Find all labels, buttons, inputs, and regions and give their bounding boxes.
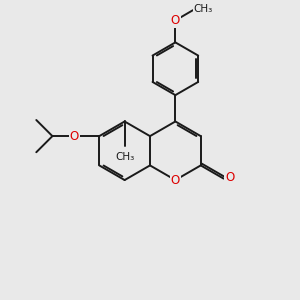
Text: CH₃: CH₃: [194, 4, 213, 14]
Text: O: O: [171, 14, 180, 27]
Text: O: O: [70, 130, 79, 142]
Text: CH₃: CH₃: [115, 152, 134, 162]
Text: O: O: [171, 174, 180, 187]
Text: O: O: [225, 171, 235, 184]
